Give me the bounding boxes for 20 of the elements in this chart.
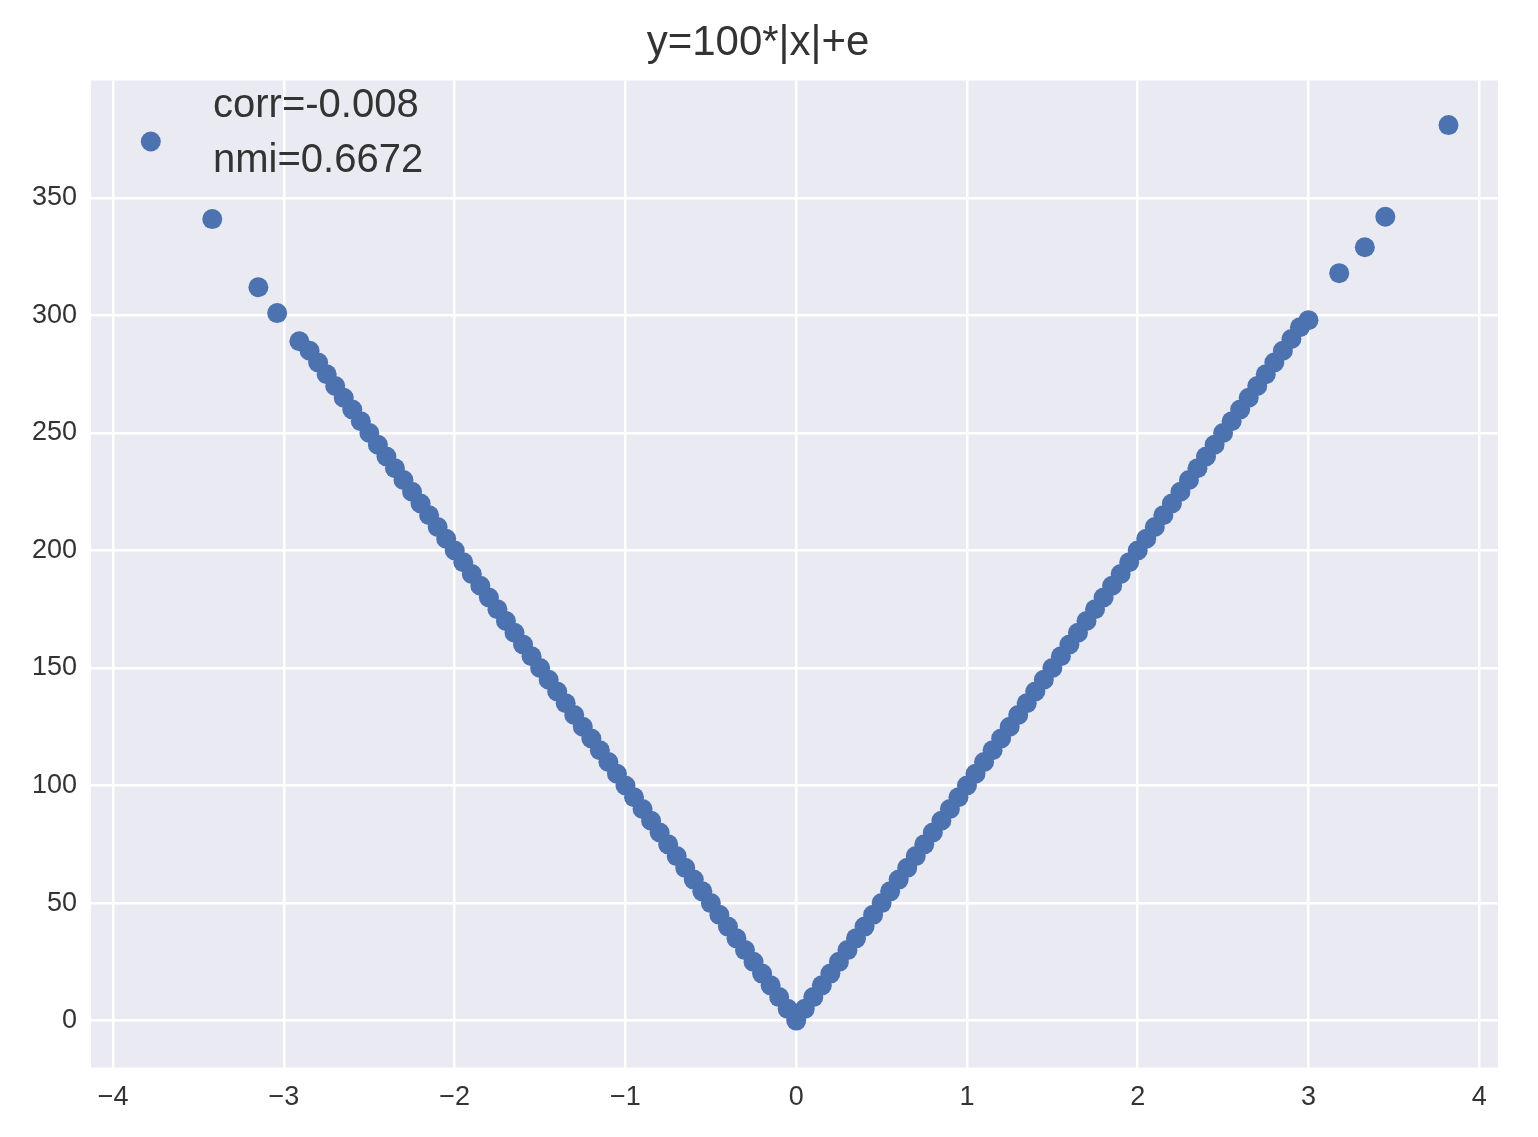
y-tick-label: 300 xyxy=(31,298,78,329)
x-tick-label: −1 xyxy=(610,1081,641,1112)
x-tick-label: −3 xyxy=(268,1081,300,1112)
x-tick-label: 0 xyxy=(788,1081,804,1112)
x-tick-label: −2 xyxy=(439,1081,471,1112)
annotation: nmi=0.6672 xyxy=(213,136,424,181)
x-tick-label: −4 xyxy=(97,1081,129,1112)
y-tick-label: 250 xyxy=(31,416,78,447)
annotation: corr=-0.008 xyxy=(213,81,419,126)
x-tick-label: 4 xyxy=(1471,1081,1487,1112)
y-tick-label: 0 xyxy=(62,1004,78,1035)
x-tick-label: 1 xyxy=(959,1081,975,1112)
x-tick-label: 2 xyxy=(1130,1081,1146,1112)
y-tick-label: 150 xyxy=(31,651,78,682)
x-tick-label: 3 xyxy=(1300,1081,1316,1112)
y-tick-label: 50 xyxy=(47,886,78,917)
chart-title: y=100*|x|+e xyxy=(646,16,870,64)
y-tick-label: 200 xyxy=(31,533,78,564)
y-tick-label: 350 xyxy=(31,181,78,212)
y-tick-label: 100 xyxy=(31,769,78,799)
